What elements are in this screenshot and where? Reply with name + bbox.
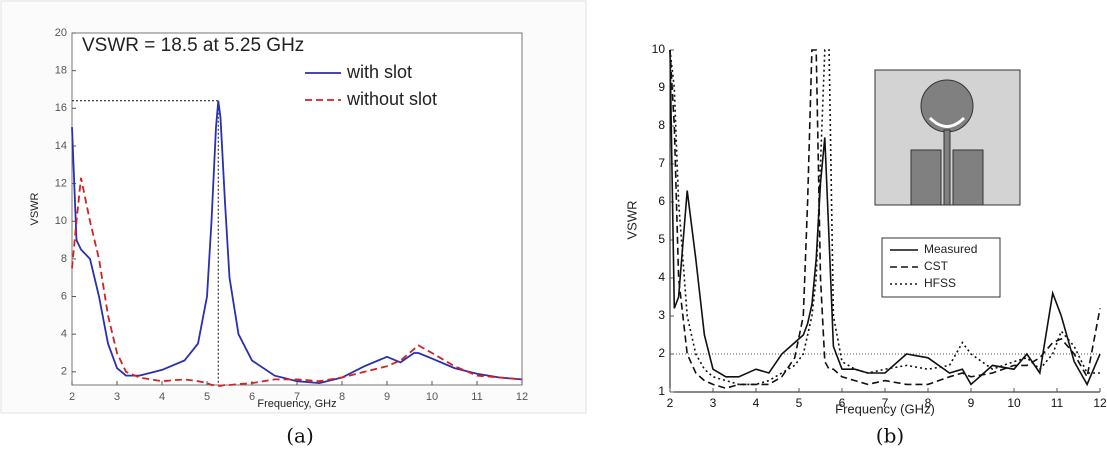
x-tick-label: 12 [516,391,528,403]
series-line [669,49,1101,390]
caption: (a) [286,424,314,448]
x-tick-label: 11 [1051,396,1064,410]
x-tick-label: 3 [710,396,717,410]
y-tick-label: 6 [61,290,67,302]
y-tick-label: 10 [55,215,67,227]
y-tick-label: 4 [658,270,665,284]
x-tick-label: 8 [925,396,932,410]
plot-frame [71,32,523,386]
annotation: VSWR = 18.5 at 5.25 GHz [82,35,304,56]
x-axis-label: Frequency (GHz) [835,401,935,416]
legend-label: HFSS [924,276,956,290]
x-tick-label: 2 [667,396,674,410]
y-tick-label: 6 [658,194,665,208]
x-tick-label: 8 [339,391,345,403]
y-tick-label: 4 [61,328,67,340]
y-tick-label: 14 [55,140,67,152]
y-tick-label: 7 [658,156,665,170]
x-tick-label: 7 [882,396,889,410]
y-tick-label: 3 [658,308,665,322]
y-axis-label: VSWR [29,192,41,225]
x-tick-label: 12 [1093,396,1107,410]
series-line [669,49,1101,387]
legend-label: without slot [346,89,437,109]
y-tick-label: 8 [658,118,665,132]
x-tick-label: 5 [796,396,803,410]
y-tick-label: 20 [55,27,67,39]
y-tick-label: 12 [55,177,67,189]
legend-label: Measured [924,242,977,256]
series-line [71,177,523,387]
x-tick-label: 7 [294,391,300,403]
y-tick-label: 5 [658,232,665,246]
y-tick-label: 2 [61,366,67,378]
antenna-diagram [874,69,1021,206]
y-tick-label: 16 [55,102,67,114]
x-tick-label: 4 [159,391,165,403]
y-tick-label: 2 [658,346,665,360]
y-tick-label: 1 [658,384,665,398]
x-tick-label: 2 [69,391,75,403]
y-tick-label: 10 [652,42,666,56]
x-tick-label: 6 [249,391,255,403]
x-tick-label: 10 [426,391,438,403]
legend-label: CST [924,259,949,273]
chart: 2 3 4 5 6 7 8 9 10 11 12 2 4 6 8 10 12 14 16 18 20 VSWR = 18.… [29,27,528,448]
x-axis-label: Frequency, GHz [257,398,336,410]
y-tick-label: 8 [61,253,67,265]
x-tick-label: 5 [204,391,210,403]
x-tick-label: 11 [471,391,482,403]
y-tick-label: 18 [55,65,67,77]
y-tick-label: 9 [658,80,665,94]
caption: (b) [876,424,904,448]
x-tick-label: 3 [114,391,120,403]
x-tick-label: 4 [753,396,760,410]
legend-label: with slot [346,62,412,82]
y-axis-label: VSWR [624,201,639,240]
series-line [669,49,1100,386]
x-tick-label: 6 [839,396,846,410]
x-tick-label: 10 [1007,396,1021,410]
series-line [71,100,523,385]
x-tick-label: 9 [968,396,975,410]
x-tick-label: 9 [384,391,390,403]
